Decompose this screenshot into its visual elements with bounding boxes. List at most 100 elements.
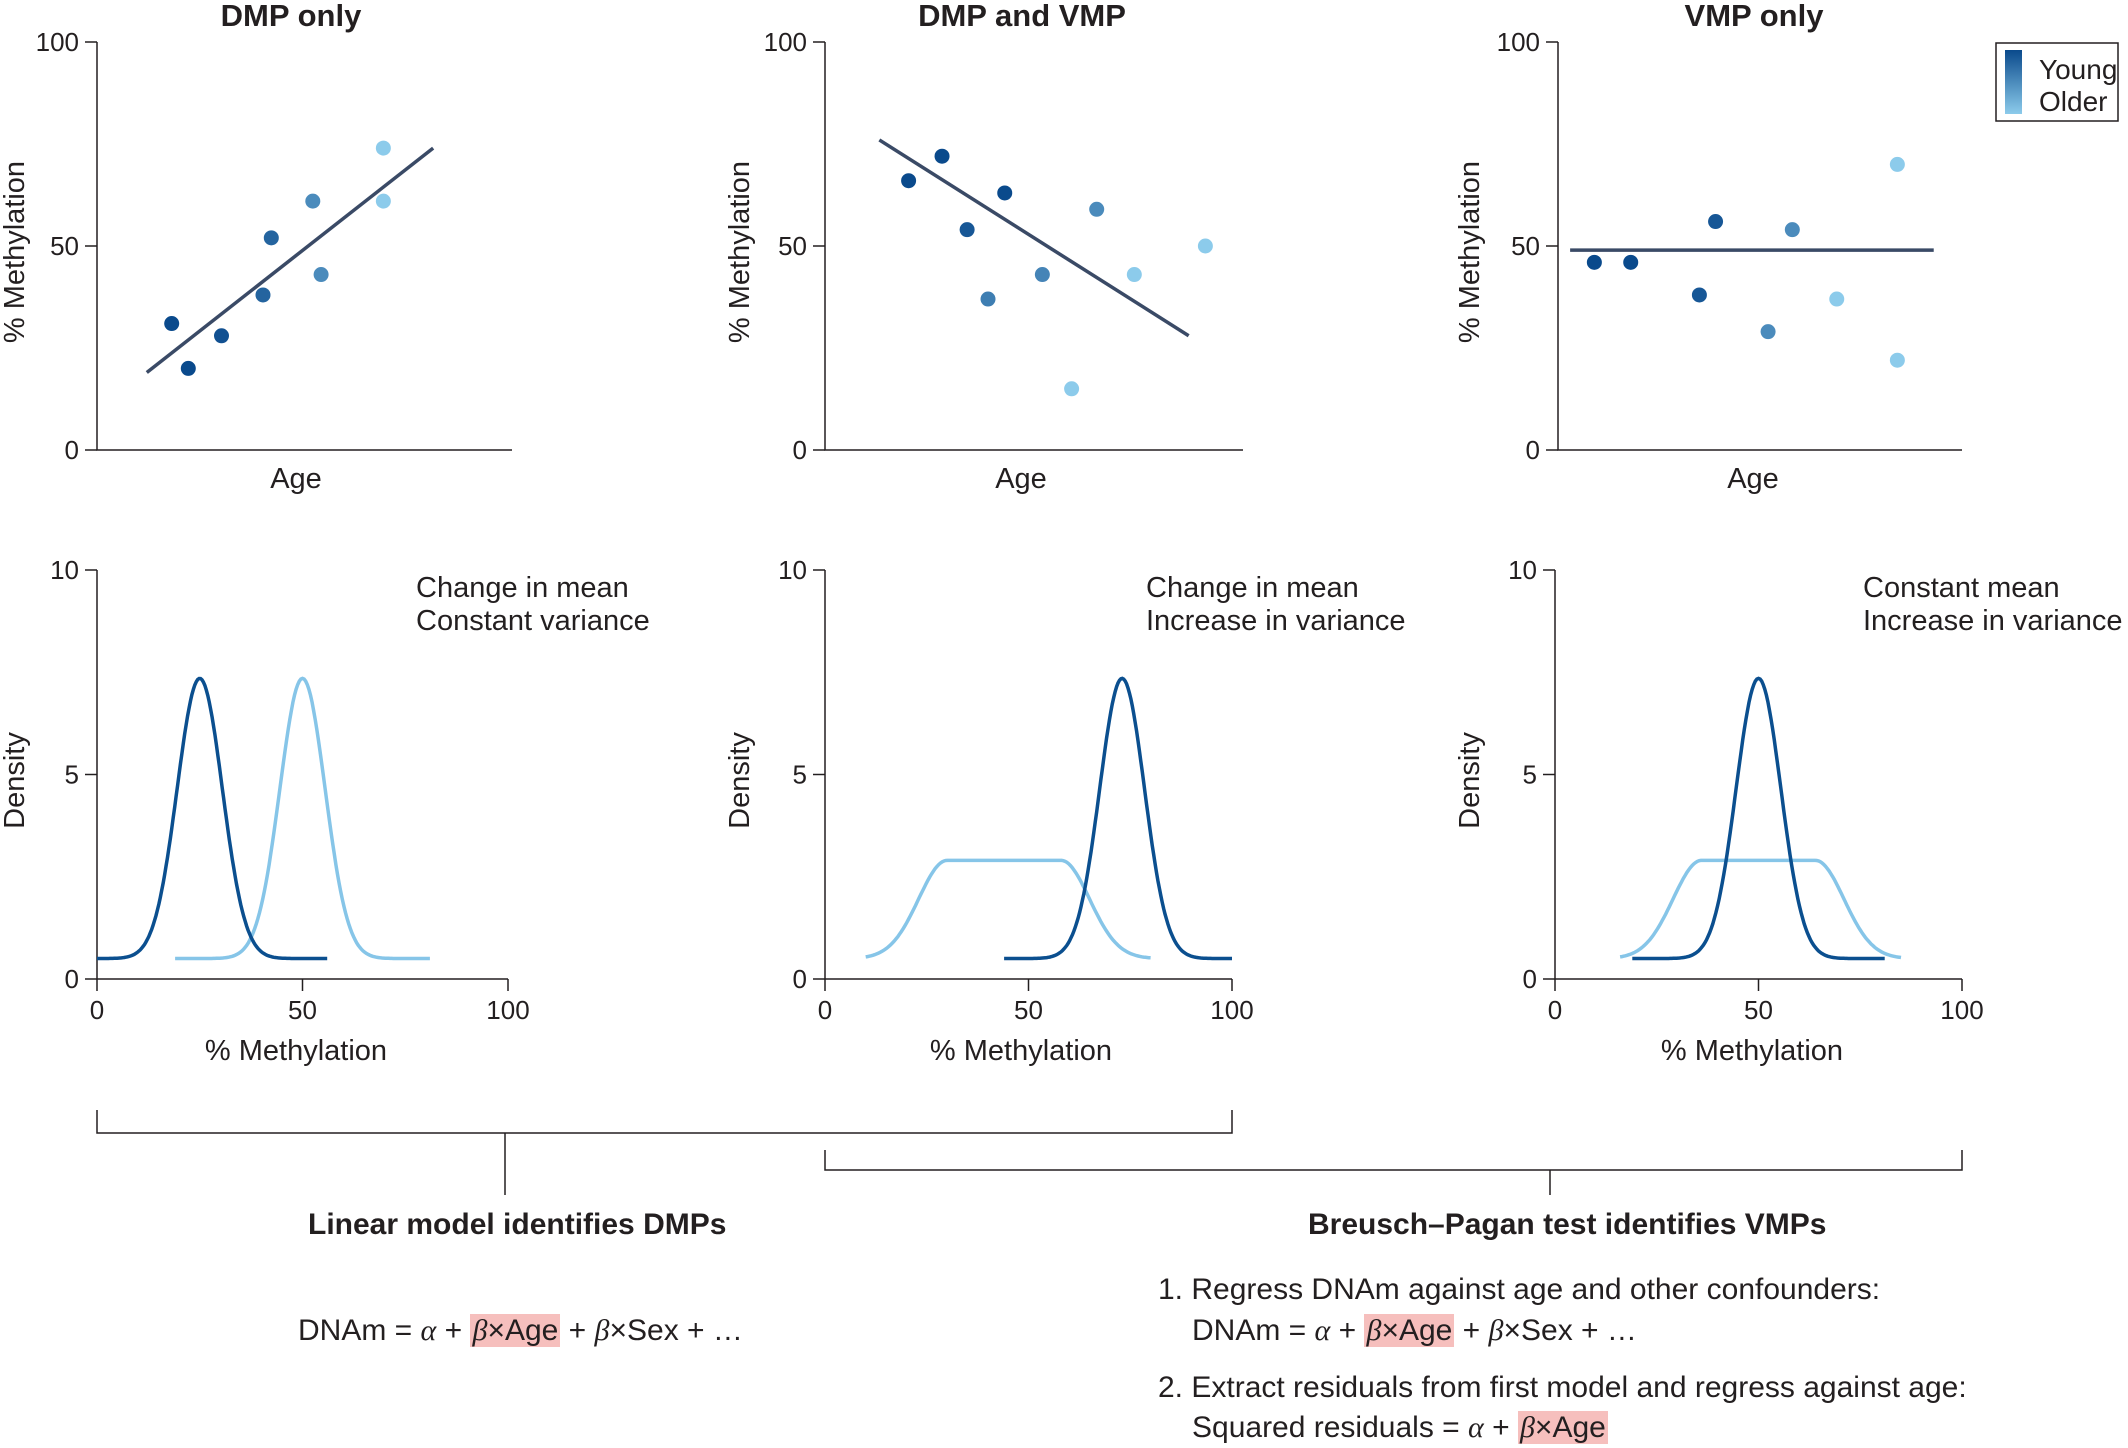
data-point — [214, 328, 229, 344]
x-tick-label: 0 — [818, 995, 832, 1025]
bp-step2-formula: Squared residuals = α + β×Age — [1192, 1411, 1608, 1444]
x-tick-label: 0 — [90, 995, 104, 1025]
annotation-line-1: Change in mean — [1146, 572, 1359, 604]
bp-step1-text: 1. Regress DNAm against age and other co… — [1158, 1273, 1881, 1306]
x-tick-label: 0 — [1548, 995, 1562, 1025]
x-tick-label: 50 — [1744, 995, 1773, 1025]
dmp-bracket-line — [96, 1110, 1233, 1134]
y-axis-label: % Methylation — [0, 161, 31, 343]
bp-step2-text: 2. Extract residuals from first model an… — [1158, 1371, 1967, 1404]
data-point — [375, 140, 391, 156]
data-point — [997, 185, 1013, 201]
legend-label-older: Older — [2039, 86, 2107, 117]
highlight-beta-age: β×Age — [1364, 1314, 1455, 1347]
data-point — [1623, 254, 1639, 270]
legend-label-young: Young — [2039, 54, 2117, 85]
dmp-bracket — [96, 1110, 1233, 1195]
y-tick-label: 10 — [50, 555, 79, 585]
y-tick-label: 5 — [1523, 760, 1537, 790]
y-tick-label: 0 — [1526, 435, 1540, 465]
y-axis-label: Density — [1454, 732, 1486, 829]
annotation-line-1: Change in mean — [416, 572, 629, 604]
annotation-line-1: Constant mean — [1863, 572, 2060, 604]
y-tick-label: 0 — [1523, 964, 1537, 994]
annotation-line-2: Increase in variance — [1146, 605, 1406, 637]
y-axis-label: Density — [724, 732, 756, 829]
highlight-beta-age: β×Age — [1517, 1411, 1608, 1444]
x-tick-label: 100 — [1940, 995, 1983, 1025]
density-curve-young — [97, 676, 328, 961]
x-axis-label: Age — [1727, 463, 1779, 495]
data-point — [1784, 222, 1800, 238]
bp-step1-formula: DNAm = α + β×Age + β×Sex + … — [1192, 1314, 1637, 1347]
data-point — [1829, 291, 1845, 307]
y-tick-label: 0 — [793, 435, 807, 465]
x-axis-label: Age — [995, 463, 1047, 495]
data-point — [901, 173, 917, 189]
y-tick-label: 100 — [36, 27, 79, 57]
y-tick-label: 5 — [65, 760, 79, 790]
data-point — [255, 287, 271, 303]
x-tick-label: 100 — [1210, 995, 1253, 1025]
linear-model-formula: DNAm = α + β×Age + β×Sex + … — [298, 1314, 743, 1347]
data-point — [1034, 267, 1050, 283]
data-point — [1760, 324, 1776, 340]
highlight-beta-age: β×Age — [470, 1314, 561, 1347]
data-point — [1089, 201, 1105, 217]
axis-lines — [824, 42, 1243, 451]
vmp-bracket-line — [824, 1150, 1963, 1171]
y-tick-label: 50 — [1511, 231, 1540, 261]
density-curve-young — [1004, 676, 1232, 961]
density-curve-young — [1632, 676, 1885, 961]
y-axis-label: % Methylation — [724, 161, 756, 343]
axis-lines — [1557, 42, 1962, 451]
data-point — [180, 360, 196, 376]
density-curve-older — [1619, 858, 1902, 960]
data-point — [263, 230, 279, 246]
y-tick-label: 0 — [793, 964, 807, 994]
data-point — [305, 193, 321, 209]
y-tick-label: 50 — [778, 231, 807, 261]
annotation-line-2: Constant variance — [416, 605, 650, 637]
y-tick-label: 0 — [65, 964, 79, 994]
linear-model-heading: Linear model identifies DMPs — [308, 1208, 727, 1241]
density-curve-older — [865, 858, 1151, 960]
regression-line — [878, 138, 1190, 338]
scatter-panel: DMP only 0 50 100 % Methylation Age — [0, 0, 512, 495]
data-point — [980, 291, 996, 307]
x-tick-label: 50 — [1014, 995, 1043, 1025]
vmp-bracket — [824, 1150, 1963, 1195]
data-point — [934, 148, 950, 164]
panel-title: DMP and VMP — [918, 0, 1126, 33]
legend-gradient-swatch — [2005, 50, 2022, 114]
data-point — [164, 316, 180, 332]
scatter-panel: DMP and VMP 0 50 100 % Methylation Age — [724, 0, 1243, 495]
data-point — [1586, 254, 1602, 270]
regression-line — [145, 146, 435, 374]
y-axis-label: Density — [0, 732, 31, 829]
y-tick-label: 10 — [778, 555, 807, 585]
density-curve-older — [175, 676, 430, 961]
y-tick-label: 10 — [1508, 555, 1537, 585]
data-point — [1064, 381, 1080, 397]
y-tick-label: 5 — [793, 760, 807, 790]
axis-lines — [96, 42, 512, 451]
y-tick-label: 0 — [65, 435, 79, 465]
x-tick-label: 50 — [288, 995, 317, 1025]
y-tick-label: 50 — [50, 231, 79, 261]
data-point — [1889, 352, 1905, 368]
x-axis-label: % Methylation — [930, 1035, 1112, 1067]
y-axis-label: % Methylation — [1454, 161, 1486, 343]
data-point — [1691, 287, 1707, 303]
y-tick-label: 100 — [1497, 27, 1540, 57]
legend: Young Older — [1995, 42, 2119, 122]
data-point — [1197, 238, 1213, 254]
x-axis-label: Age — [270, 463, 322, 495]
data-point — [959, 222, 975, 238]
annotation-line-2: Increase in variance — [1863, 605, 2123, 637]
